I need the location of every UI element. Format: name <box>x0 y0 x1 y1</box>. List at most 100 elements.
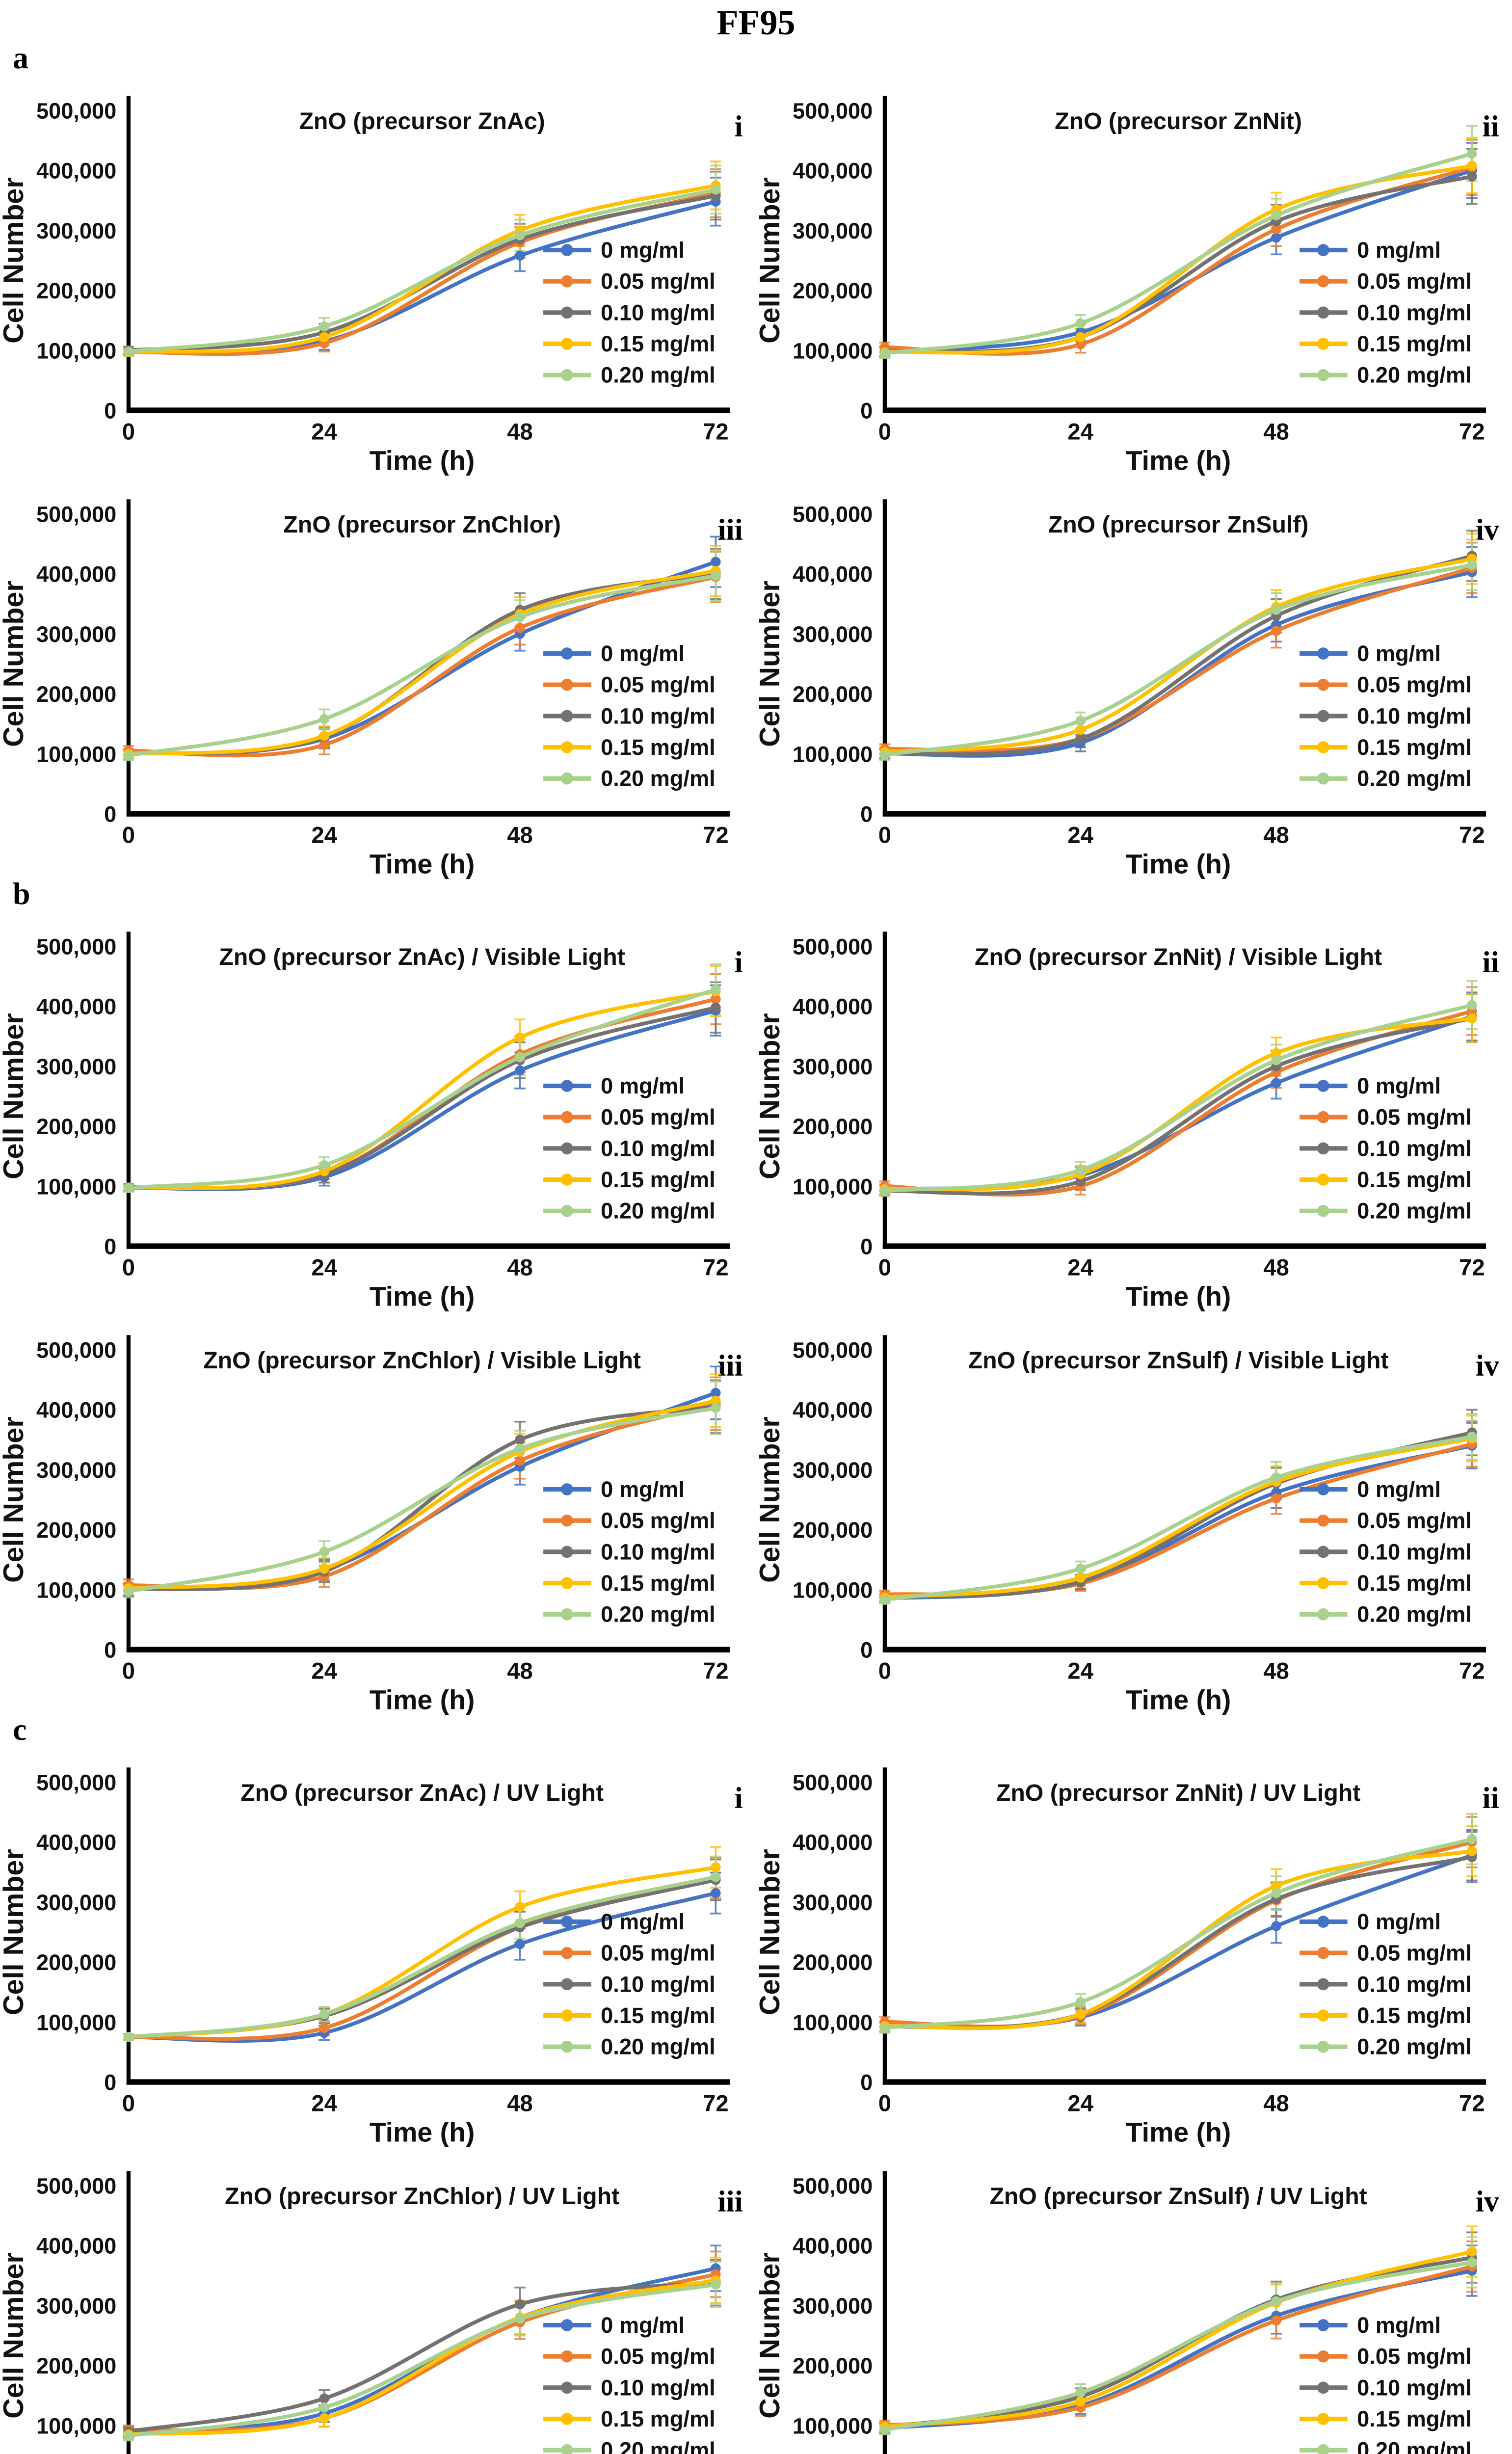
y-tick-label: 500,000 <box>36 2173 116 2198</box>
legend-item-3: 0.15 mg/ml <box>543 2003 716 2028</box>
panel-grid-b: 0 100,000 200,000 300,000 400,000 500,000 0 24 4… <box>0 908 1512 1715</box>
y-tick-label: 500,000 <box>792 934 872 960</box>
legend-item-4: 0.20 mg/ml <box>1299 2034 1472 2059</box>
series-line-3 <box>882 1016 1474 1192</box>
x-tick-label: 72 <box>1459 1255 1485 1281</box>
legend: 0 mg/ml 0.05 mg/ml 0.10 mg/ml 0.15 mg/ml 0.2… <box>1299 1477 1472 1627</box>
y-tick-label: 100,000 <box>36 2413 116 2438</box>
y-tick-label: 200,000 <box>36 1518 116 1543</box>
legend-swatch-marker <box>561 1205 573 1217</box>
legend-label: 0.20 mg/ml <box>601 766 716 791</box>
legend-item-2: 0.10 mg/ml <box>543 1972 716 1997</box>
legend-item-4: 0.20 mg/ml <box>1299 363 1471 388</box>
legend-swatch-marker <box>1317 1483 1329 1495</box>
y-tick-label: 100,000 <box>36 1577 116 1602</box>
legend: 0 mg/ml 0.05 mg/ml 0.10 mg/ml 0.15 mg/ml 0.2… <box>543 1909 716 2059</box>
legend-swatch-marker <box>561 1546 573 1558</box>
legend-swatch-marker <box>561 772 573 785</box>
panel-b-i: 0 100,000 200,000 300,000 400,000 500,000 0 24 4… <box>0 932 743 1311</box>
legend-swatch-marker <box>561 2350 573 2363</box>
legend: 0 mg/ml 0.05 mg/ml 0.10 mg/ml 0.15 mg/ml 0.2… <box>543 1477 716 1627</box>
panel-grid-c: 0 100,000 200,000 300,000 400,000 500,000 0 24 4… <box>0 1744 1512 2454</box>
legend-item-0: 0 mg/ml <box>543 238 685 263</box>
legend-swatch-marker <box>1317 2413 1329 2425</box>
legend-label: 0 mg/ml <box>1357 1477 1441 1502</box>
series-line-3 <box>127 568 718 756</box>
panel-a-iv: 0 100,000 200,000 300,000 400,000 500,000 0 24 4… <box>756 499 1499 879</box>
y-tick-label: 100,000 <box>792 1577 872 1602</box>
legend-swatch-marker <box>1317 1608 1329 1621</box>
legend-item-2: 0.10 mg/ml <box>1299 703 1471 728</box>
legend-label: 0.10 mg/ml <box>1357 1539 1472 1564</box>
y-axis-title: Cell Number <box>0 1849 29 2016</box>
legend-label: 0 mg/ml <box>1357 640 1441 666</box>
legend-swatch-marker <box>561 647 573 660</box>
x-tick-label: 0 <box>878 419 891 445</box>
y-tick-label: 300,000 <box>36 621 116 646</box>
legend-label: 0.05 mg/ml <box>1357 269 1472 294</box>
y-tick-label: 500,000 <box>792 1770 872 1795</box>
legend-swatch-marker <box>1317 1142 1329 1155</box>
y-tick-label: 0 <box>860 399 873 424</box>
legend-label: 0.20 mg/ml <box>601 363 716 388</box>
y-tick-label: 400,000 <box>792 2234 872 2259</box>
legend-swatch-marker <box>561 1111 573 1123</box>
series-line-2 <box>882 554 1474 756</box>
legend-item-3: 0.15 mg/ml <box>1299 1571 1471 1596</box>
y-tick-label: 200,000 <box>792 1950 872 1975</box>
y-tick-label: 200,000 <box>792 682 872 707</box>
legend-label: 0.05 mg/ml <box>601 2344 716 2369</box>
legend-swatch-marker <box>1317 772 1329 785</box>
panel-numeral: i <box>735 1782 743 1815</box>
y-tick-label: 0 <box>104 399 116 424</box>
panel-numeral: iv <box>1475 2185 1499 2218</box>
legend-swatch-marker <box>561 2444 573 2454</box>
legend-item-2: 0.10 mg/ml <box>1299 1136 1471 1161</box>
series-line-4 <box>127 2282 718 2438</box>
legend-swatch-marker <box>561 275 573 288</box>
legend-item-4: 0.20 mg/ml <box>1299 766 1471 791</box>
legend-item-1: 0.05 mg/ml <box>1299 672 1471 697</box>
series-errorbars-0 <box>123 177 721 357</box>
panel-numeral: iv <box>1475 1349 1499 1382</box>
y-axis-title: Cell Number <box>0 581 29 747</box>
panel-numeral: i <box>735 946 743 979</box>
y-tick-label: 500,000 <box>36 1770 116 1795</box>
y-tick-label: 500,000 <box>36 502 116 527</box>
legend: 0 mg/ml 0.05 mg/ml 0.10 mg/ml 0.15 mg/ml 0.2… <box>543 640 716 791</box>
legend: 0 mg/ml 0.05 mg/ml 0.10 mg/ml 0.15 mg/ml 0.2… <box>1299 1073 1471 1224</box>
legend-swatch-marker <box>1317 1111 1329 1123</box>
series-line-0 <box>127 1009 718 1192</box>
y-tick-label: 0 <box>860 1234 873 1259</box>
x-axis-title: Time (h) <box>1125 2117 1231 2148</box>
legend-swatch-marker <box>1317 1205 1329 1217</box>
legend-label: 0.20 mg/ml <box>1357 2034 1472 2059</box>
y-tick-label: 100,000 <box>792 338 872 363</box>
y-tick-label: 0 <box>104 801 116 827</box>
series-markers-4 <box>123 1403 721 1597</box>
x-tick-label: 72 <box>1459 1658 1485 1684</box>
y-tick-label: 300,000 <box>36 1890 116 1915</box>
x-tick-label: 24 <box>311 1255 337 1281</box>
legend-label: 0.15 mg/ml <box>1357 331 1472 356</box>
series-line-3 <box>882 1436 1474 1600</box>
x-tick-label: 0 <box>122 419 135 445</box>
y-tick-label: 400,000 <box>36 1830 116 1855</box>
legend-label: 0 mg/ml <box>1357 2313 1441 2338</box>
legend-item-1: 0.05 mg/ml <box>1299 1105 1471 1130</box>
legend-label: 0.05 mg/ml <box>601 1941 716 1966</box>
legend-swatch-marker <box>1317 1978 1329 1991</box>
x-tick-label: 24 <box>1067 2091 1093 2117</box>
y-tick-label: 200,000 <box>36 1114 116 1139</box>
x-tick-label: 0 <box>122 822 135 848</box>
y-tick-label: 400,000 <box>36 1397 116 1422</box>
x-tick-label: 48 <box>1263 419 1289 445</box>
legend-swatch-marker <box>561 1978 573 1991</box>
legend-label: 0 mg/ml <box>601 1909 685 1934</box>
y-tick-label: 400,000 <box>792 994 872 1019</box>
y-tick-label: 400,000 <box>36 2234 116 2259</box>
panel-title: ZnO (precursor ZnChlor) / Visible Light <box>203 1347 641 1374</box>
legend-swatch-marker <box>561 1174 573 1186</box>
legend-label: 0.10 mg/ml <box>601 1136 716 1161</box>
